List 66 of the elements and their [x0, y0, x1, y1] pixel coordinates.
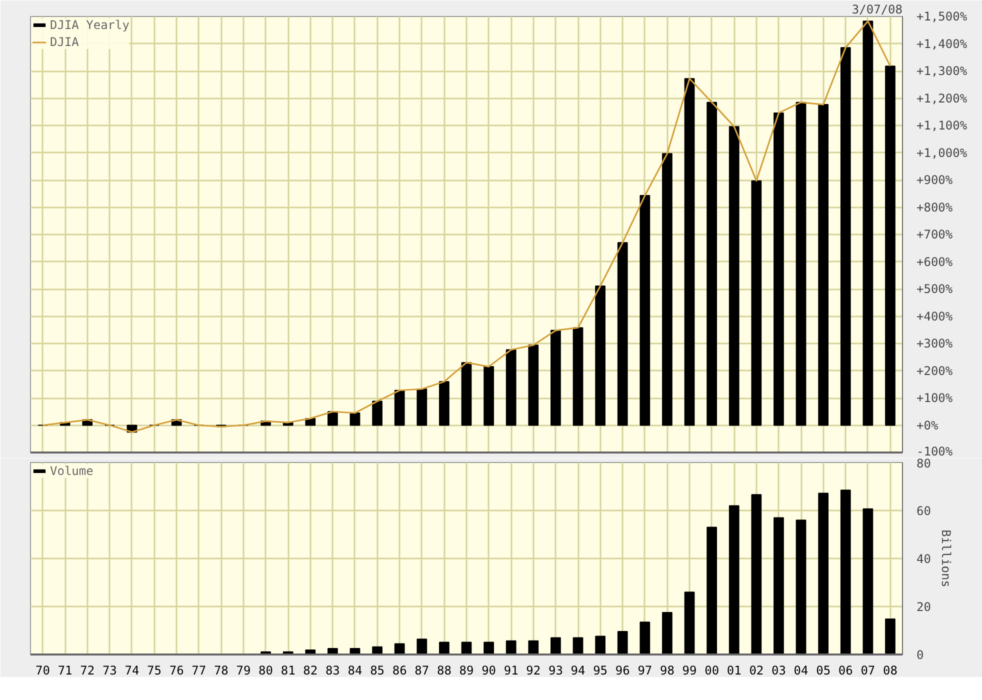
x-tick-label: 76: [169, 664, 184, 678]
y-tick-label: +400%: [916, 309, 954, 324]
text: 3/07/08: [852, 2, 903, 16]
x-tick-label: 80: [258, 664, 274, 678]
x-tick-label: 89: [459, 664, 474, 678]
x-tick-label: 01: [726, 664, 742, 678]
x-tick-label: 78: [214, 664, 228, 678]
y-tick-label: +300%: [916, 336, 954, 350]
y-tick-label: +200%: [916, 364, 954, 378]
y-tick-label: 20: [916, 600, 931, 614]
y-tick-label: 40: [916, 552, 931, 566]
y-tick-label: 80: [916, 456, 931, 470]
y-tick-label: +600%: [916, 254, 954, 269]
x-tick-label: 85: [370, 664, 385, 678]
x-tick-label: 70: [36, 664, 50, 678]
y-tick-label: +1,400%: [916, 36, 968, 51]
y-tick-label: +1,500%: [916, 10, 968, 24]
x-tick-label: 86: [392, 664, 407, 678]
y-axis-title: Billions: [938, 530, 953, 588]
y-tick-label: +0%: [916, 418, 939, 432]
x-tick-label: 77: [192, 664, 206, 678]
legend-label: DJIA: [50, 35, 79, 49]
x-tick-label: 88: [436, 664, 452, 678]
y-tick-label: +1,300%: [916, 64, 968, 78]
x-tick-label: 95: [593, 664, 608, 678]
x-tick-label: 91: [504, 664, 518, 678]
x-tick-label: 90: [482, 664, 496, 678]
y-tick-label: +700%: [916, 228, 954, 242]
x-tick-label: 79: [236, 664, 251, 678]
y-tick-label: +1,100%: [916, 118, 968, 132]
x-tick-label: 87: [414, 664, 430, 678]
x-tick-label: 03: [772, 664, 786, 678]
y-tick-label: +500%: [916, 282, 954, 296]
x-tick-label: 99: [682, 664, 697, 678]
x-tick-label: 75: [147, 664, 162, 678]
x-tick-label: 72: [80, 664, 95, 678]
x-tick-label: 06: [838, 664, 853, 678]
y-tick-label: +900%: [916, 173, 954, 187]
x-tick-label: 08: [883, 664, 898, 678]
x-tick-label: 97: [638, 664, 652, 678]
x-tick-label: 94: [570, 664, 586, 678]
x-tick-label: 81: [280, 664, 296, 678]
y-tick-label: +100%: [916, 391, 954, 405]
x-tick-label: 74: [124, 664, 140, 678]
x-tick-label: 83: [325, 664, 340, 678]
x-tick-label: 00: [704, 664, 720, 678]
y-tick-label: 60: [916, 504, 931, 518]
legend-label: Volume: [50, 464, 94, 478]
y-tick-label: +1,200%: [916, 91, 968, 106]
x-tick-label: 92: [526, 664, 541, 678]
y-tick-label: 0: [916, 648, 924, 662]
y-tick-label: +1,000%: [916, 146, 968, 160]
x-tick-label: 73: [102, 664, 117, 678]
x-tick-label: 05: [816, 664, 831, 678]
y-tick-label: -100%: [916, 444, 954, 458]
x-tick-label: 96: [615, 664, 630, 678]
x-tick-label: 93: [548, 664, 563, 678]
x-tick-label: 02: [749, 664, 764, 678]
x-tick-label: 84: [348, 664, 362, 678]
y-tick-label: +800%: [916, 200, 954, 214]
x-tick-label: 71: [58, 664, 72, 678]
x-tick-label: 07: [860, 664, 876, 678]
x-tick-label: 82: [303, 664, 318, 678]
legend-label: DJIA Yearly: [50, 18, 130, 32]
x-tick-label: 98: [660, 664, 674, 678]
x-tick-label: 04: [794, 664, 808, 678]
